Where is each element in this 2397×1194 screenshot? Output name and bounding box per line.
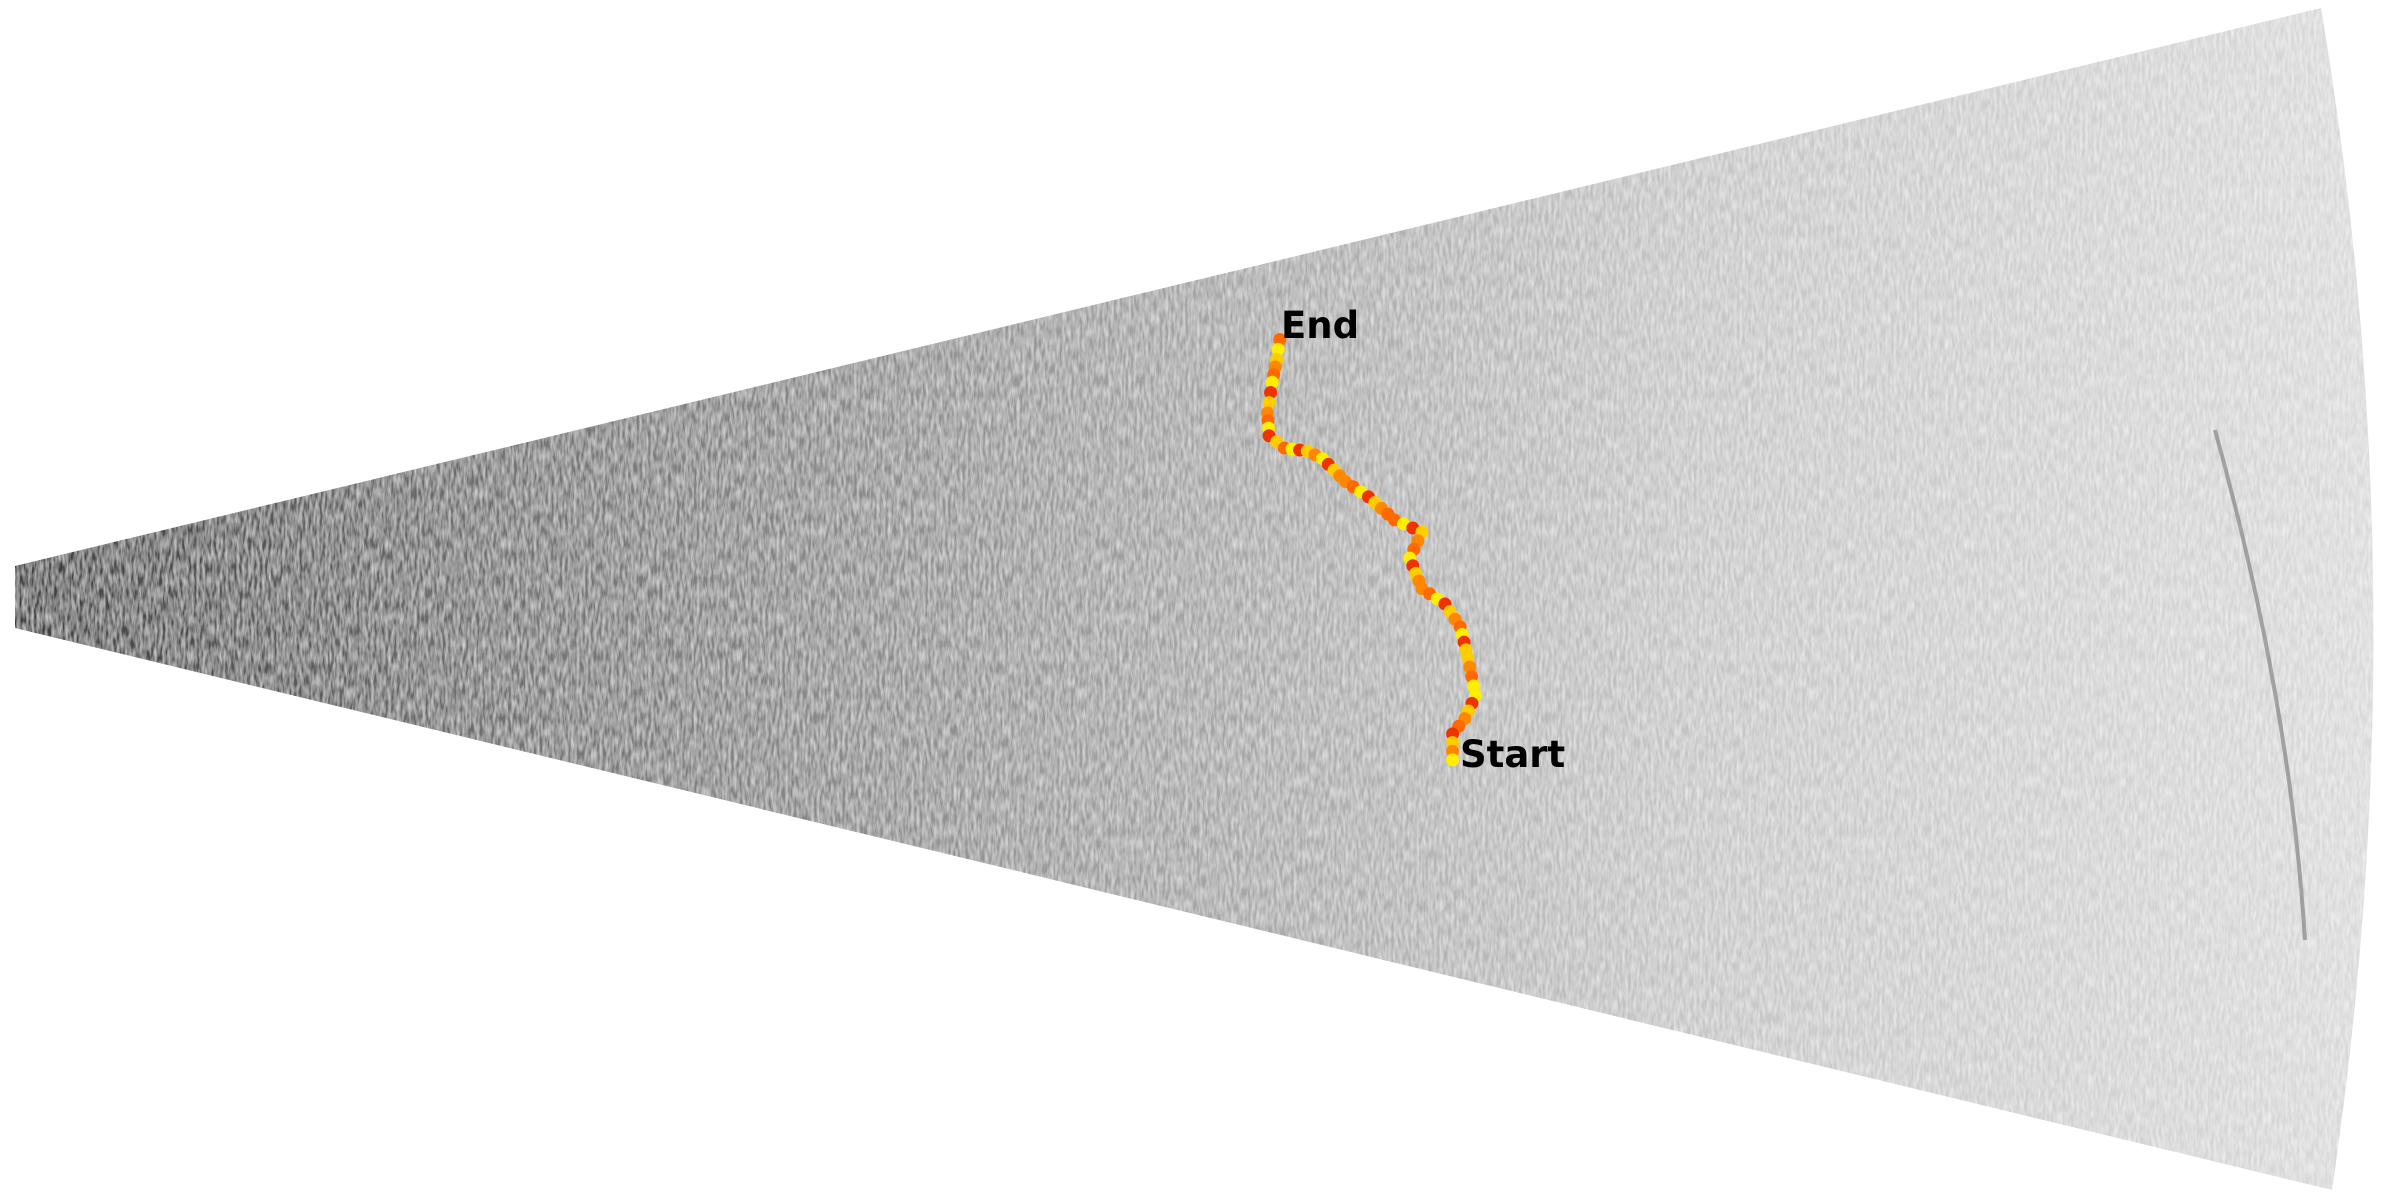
track-point — [1262, 396, 1276, 410]
track-point — [1273, 332, 1287, 346]
track — [1261, 332, 1482, 767]
track-point — [1446, 753, 1460, 767]
track-point — [1271, 342, 1285, 356]
track-point — [1265, 375, 1279, 389]
track-point — [1264, 385, 1278, 399]
end-label: End — [1281, 304, 1359, 347]
sonar-echo — [2213, 429, 2307, 941]
start-label: Start — [1460, 733, 1565, 776]
